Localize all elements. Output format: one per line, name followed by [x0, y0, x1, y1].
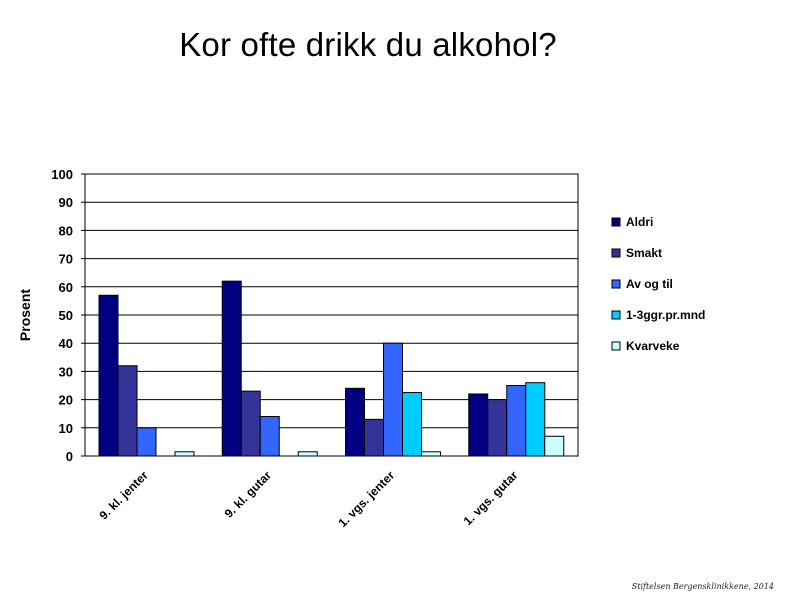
- bars: [98, 280, 565, 457]
- bar: [98, 294, 119, 457]
- y-tick-label: 0: [66, 449, 73, 464]
- bar: [117, 365, 138, 457]
- y-axis-label: Prosent: [17, 289, 33, 341]
- bar: [487, 399, 508, 457]
- legend-swatch: [611, 217, 621, 227]
- y-tick-label: 50: [59, 308, 73, 323]
- bar: [421, 451, 441, 457]
- y-tick-label: 80: [59, 223, 73, 238]
- y-axis-ticks: 0 10 20 30 40 50 60 70 80 90 100: [51, 167, 85, 464]
- bar: [402, 392, 422, 457]
- y-tick-label: 30: [59, 364, 73, 379]
- x-axis-labels: 9. kl. jenter 9. kl. gutar 1. vgs. jenter 1…: [97, 468, 521, 530]
- gridlines: [85, 201, 578, 429]
- bar: [383, 342, 403, 457]
- y-tick-label: 10: [59, 421, 73, 436]
- bar: [468, 393, 489, 457]
- legend-label: Aldri: [626, 215, 653, 229]
- legend-label: Kvarveke: [626, 339, 680, 353]
- legend-label: 1-3ggr.pr.mnd: [626, 308, 705, 322]
- y-tick-label: 20: [59, 393, 73, 408]
- y-tick-label: 70: [59, 252, 73, 267]
- bar: [297, 451, 318, 457]
- legend-label: Av og til: [626, 277, 673, 291]
- chart-title: Kor ofte drikk du alkohol?: [179, 26, 557, 63]
- y-tick-label: 60: [59, 280, 73, 295]
- bar: [525, 382, 546, 457]
- x-category-label: 9. kl. gutar: [222, 468, 275, 521]
- legend-swatch: [611, 310, 621, 320]
- bar: [364, 418, 384, 457]
- y-tick-label: 90: [59, 195, 73, 210]
- legend-swatch: [611, 248, 621, 258]
- legend-swatch: [611, 279, 621, 289]
- x-category-label: 1. vgs. gutar: [461, 468, 521, 528]
- y-tick-label: 100: [51, 167, 73, 182]
- y-tick-label: 40: [59, 336, 73, 351]
- legend: Aldri Smakt Av og til 1-3ggr.pr.mnd Kvarveke: [611, 215, 705, 353]
- bar: [345, 387, 365, 457]
- bar: [259, 416, 280, 457]
- bar: [506, 385, 527, 457]
- x-category-label: 9. kl. jenter: [97, 468, 151, 522]
- x-category-label: 1. vgs. jenter: [335, 468, 397, 530]
- legend-swatch: [611, 341, 621, 351]
- source-credit: Stiftelsen Bergensklinikkene, 2014: [631, 582, 774, 591]
- bar: [240, 390, 261, 457]
- bar: [544, 435, 565, 457]
- legend-label: Smakt: [626, 246, 662, 260]
- bar: [136, 427, 157, 457]
- bar: [174, 451, 195, 457]
- bar: [221, 280, 242, 457]
